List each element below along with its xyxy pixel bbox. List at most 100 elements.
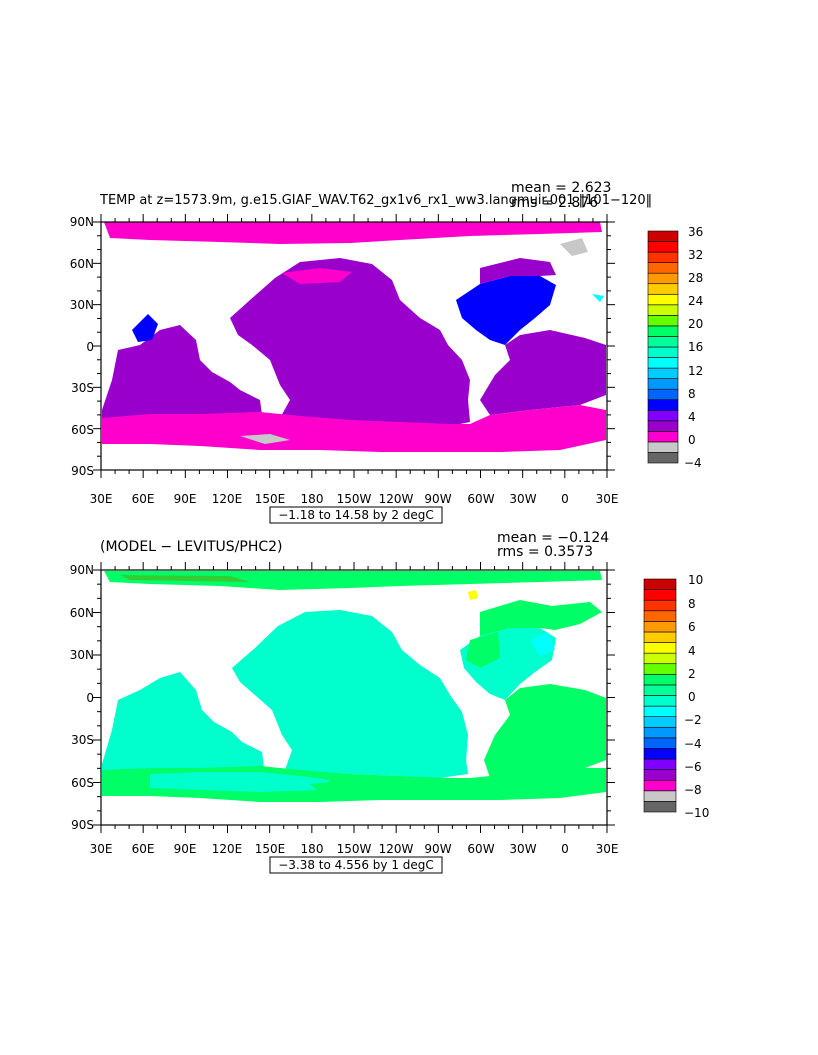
bottom-cb-label-neg8: −8 xyxy=(684,783,702,797)
colorbar-swatch xyxy=(643,652,677,665)
top-contour-info: −1.18 to 14.58 by 2 degC xyxy=(278,508,434,522)
colorbar-swatch xyxy=(647,367,679,379)
top-cb-label-4: 4 xyxy=(688,410,696,424)
top-southern-ocean xyxy=(102,405,606,452)
bottom-cb-label-6: 6 xyxy=(688,620,696,634)
colorbar-swatch xyxy=(647,346,679,358)
bottom-cb-label-8: 8 xyxy=(688,597,696,611)
colorbar-swatch xyxy=(643,589,677,601)
bottom-x-label-120w: 120W xyxy=(379,842,414,856)
colorbar-swatch xyxy=(643,779,677,792)
top-y-label-60n: 60N xyxy=(70,257,94,271)
colorbar-swatch xyxy=(647,357,679,369)
bottom-x-label-150e: 150E xyxy=(255,842,286,856)
bottom-x-label-180: 180 xyxy=(301,842,324,856)
bottom-x-label-120e: 120E xyxy=(212,842,243,856)
top-y-label-30n: 30N xyxy=(70,298,94,312)
bottom-x-label-60e: 60E xyxy=(132,842,155,856)
top-colorbar-labels: 36 32 28 24 20 16 12 8 4 0 −4 xyxy=(684,225,703,470)
colorbar-swatch xyxy=(647,304,679,316)
bottom-y-axis-labels: 90N 60N 30N 0 30S 60S 90S xyxy=(70,563,94,832)
bottom-y-label-30s: 30S xyxy=(71,733,94,747)
bottom-lightcyan-spot xyxy=(530,632,555,656)
bottom-yellow-spot xyxy=(468,590,478,600)
colorbar-swatch xyxy=(647,336,679,348)
top-panel-rms: rms = 2.876 xyxy=(511,195,598,211)
bottom-pacific-cyan xyxy=(232,610,468,778)
top-north-atlantic-blue xyxy=(456,276,556,345)
bottom-nordic-green xyxy=(480,600,602,636)
bottom-panel-title: (MODEL − LEVITUS/PHC2) xyxy=(100,539,283,555)
top-y-label-0: 0 xyxy=(86,340,94,354)
bottom-y-label-0: 0 xyxy=(86,691,94,705)
bottom-y-label-60s: 60S xyxy=(71,776,94,790)
colorbar-swatch xyxy=(643,769,677,781)
colorbar-swatch xyxy=(643,726,677,739)
colorbar-swatch xyxy=(647,293,679,306)
top-cb-label-8: 8 xyxy=(688,387,696,401)
bottom-y-label-90n: 90N xyxy=(70,563,94,577)
bottom-cb-label-0: 0 xyxy=(688,690,696,704)
top-x-label-150w: 150W xyxy=(337,492,372,506)
top-x-label-30w: 30W xyxy=(509,492,536,506)
top-x-label-150e: 150E xyxy=(255,492,286,506)
bottom-colorbar-labels: 10 8 6 4 2 0 −2 −4 −6 −8 −10 xyxy=(684,573,709,820)
bottom-cb-label-neg6: −6 xyxy=(684,760,702,774)
top-panel-title: TEMP at z=1573.9m, g.e15.GIAF_WAV.T62_gx… xyxy=(99,193,652,208)
colorbar-swatch xyxy=(643,716,677,728)
top-nordic-purple xyxy=(480,258,556,284)
top-arabian-blue xyxy=(132,314,158,342)
colorbar-swatch xyxy=(647,420,679,432)
top-colorbar xyxy=(647,230,679,464)
bottom-y-label-60n: 60N xyxy=(70,606,94,620)
top-pacific-subarctic-magenta xyxy=(282,268,352,284)
top-south-atlantic-purple xyxy=(480,330,606,415)
colorbar-swatch xyxy=(643,705,677,717)
colorbar-swatch xyxy=(647,431,679,443)
bottom-cb-label-4: 4 xyxy=(688,644,696,658)
colorbar-swatch xyxy=(643,758,677,770)
bottom-contour-info-box xyxy=(269,856,443,874)
bottom-cb-label-neg2: −2 xyxy=(684,713,702,727)
bottom-x-label-60w: 60W xyxy=(467,842,494,856)
top-contour-info-box xyxy=(269,506,443,524)
colorbar-swatch xyxy=(647,262,679,274)
bottom-x-label-90w: 90W xyxy=(424,842,451,856)
colorbar-swatch xyxy=(647,388,679,401)
top-y-axis-labels: 90N 60N 30N 0 30S 60S 90S xyxy=(70,215,94,478)
colorbar-swatch xyxy=(647,272,679,285)
top-cb-label-12: 12 xyxy=(688,364,703,378)
top-y-label-90s: 90S xyxy=(71,464,94,478)
top-map-field xyxy=(102,222,606,452)
top-indian-body xyxy=(102,325,262,420)
bottom-contour-info: −3.38 to 4.556 by 1 degC xyxy=(278,858,434,872)
colorbar-swatch xyxy=(643,663,677,675)
top-cyan-spot xyxy=(592,294,604,302)
colorbar-swatch xyxy=(643,790,677,802)
top-y-label-30s: 30S xyxy=(71,381,94,395)
colorbar-swatch xyxy=(643,642,677,654)
bottom-map-ticks xyxy=(93,562,615,833)
bottom-x-label-30e-east: 30E xyxy=(596,842,619,856)
colorbar-swatch xyxy=(643,621,677,633)
top-x-label-60w: 60W xyxy=(467,492,494,506)
bottom-x-axis-labels: 30E 60E 90E 120E 150E 180 150W 120W 90W … xyxy=(90,842,619,856)
top-x-label-30e: 30E xyxy=(90,492,113,506)
bottom-x-label-30w: 30W xyxy=(509,842,536,856)
top-x-label-60e: 60E xyxy=(132,492,155,506)
bottom-cb-label-10: 10 xyxy=(688,573,703,587)
bottom-y-label-90s: 90S xyxy=(71,818,94,832)
top-cb-label-24: 24 xyxy=(688,294,703,308)
top-x-label-90w: 90W xyxy=(424,492,451,506)
bottom-panel: (MODEL − LEVITUS/PHC2) mean = −0.124 rms… xyxy=(70,530,709,874)
colorbar-swatch xyxy=(643,801,677,813)
bottom-subpolar-green xyxy=(466,632,500,668)
colorbar-swatch xyxy=(643,737,677,749)
bottom-x-label-0: 0 xyxy=(561,842,569,856)
bottom-map-field xyxy=(102,571,606,802)
top-cb-label-28: 28 xyxy=(688,271,703,285)
bottom-southern-cyan xyxy=(150,772,330,792)
colorbar-swatch xyxy=(647,241,679,253)
bottom-x-label-150w: 150W xyxy=(337,842,372,856)
bottom-indian-cyan xyxy=(102,672,264,772)
